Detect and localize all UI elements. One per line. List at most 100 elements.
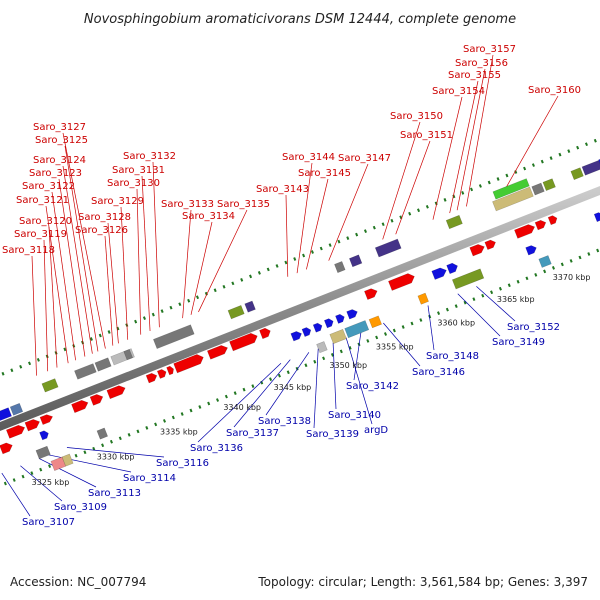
bottom-gene-label: Saro_3146 [412,367,465,378]
top-scale-dot [434,201,438,206]
top-scale-dot [19,364,23,369]
bottom-scale-dot [560,262,564,267]
top-scale-dot [213,288,217,293]
gene-box [316,341,328,354]
top-scale-dot [134,319,138,324]
leader-line [383,322,421,367]
gene-arrow [514,224,536,239]
gene-box [123,348,133,361]
scale-label: 3340 kbp [223,403,261,412]
bottom-scale-dot [410,321,414,326]
bottom-gene-label: Saro_3148 [426,351,479,362]
gene-box [542,178,556,192]
bottom-scale-dot [472,297,476,302]
gene-arrow [166,365,174,376]
bottom-scale-dot [3,481,7,486]
bottom-gene-label: Saro_3142 [346,381,399,392]
bottom-scale-dot [260,380,264,385]
bottom-scale-dot [118,436,122,441]
bottom-scale-dot [304,363,308,368]
bottom-scale-dot [48,464,52,468]
gene-features [0,152,600,471]
bottom-scale-dot [313,359,317,364]
top-gene-label: Saro_3135 [217,199,270,210]
top-scale-dot [204,291,208,296]
bottom-scale-dot [189,408,193,413]
top-gene-label: Saro_3118 [2,245,55,256]
top-scale-dot [523,166,527,171]
top-gene-label: Saro_3151 [400,130,453,141]
gene-box [227,305,245,320]
bottom-gene-label: Saro_3114 [123,473,176,484]
bottom-scale-dot [269,377,273,382]
leader-line [31,255,37,376]
leader-line [64,145,99,352]
bottom-gene-label: Saro_3136 [190,443,243,454]
bottom-scale-dot [12,478,16,482]
leader-line [197,363,282,443]
bottom-scale-dot [277,373,281,378]
top-scale-dot [284,260,288,265]
top-gene-label: Saro_3129 [91,196,144,207]
gene-box [349,254,363,268]
bottom-gene-label: Saro_3139 [306,429,359,440]
top-scale-dot [470,187,474,192]
gene-box [570,167,584,181]
gene-arrow [364,288,378,300]
top-scale-dot [293,257,297,261]
bottom-scale-dot [127,432,131,437]
top-gene-label: Saro_3121 [16,195,69,206]
gene-box [334,261,346,274]
bottom-scale-dot [162,419,167,423]
leader-line [120,206,129,340]
scale-label: 3345 kbp [274,383,312,392]
gene-box [329,328,347,345]
bottom-scale-dot [207,401,211,406]
top-scale-dot [310,250,314,254]
leader-line [58,178,86,357]
gene-arrow [484,239,496,251]
scale-label: 3330 kbp [97,453,135,462]
leader-line [332,342,337,410]
bottom-scale-dot [543,269,547,274]
leader-line [265,352,310,416]
gene-arrow [301,327,312,337]
gene-box [368,315,382,329]
gene-box [41,378,59,393]
gene-box [374,238,402,258]
bottom-scale-dot [154,422,158,427]
top-scale-dot [346,236,350,240]
top-scale-dot [514,170,518,174]
scale-label: 3370 kbp [553,273,591,282]
scale-label: 3350 kbp [329,361,367,370]
top-scale-dot [28,361,32,366]
bottom-gene-label: Saro_3140 [328,410,381,421]
bottom-scale-dot [286,370,290,375]
bottom-scale-dot [83,450,87,455]
leader-line [182,209,192,319]
gene-arrow [39,414,53,426]
top-scale-dot [275,264,279,268]
top-scale-dot [496,177,500,181]
top-scale-dot [487,180,491,185]
gene-box [35,445,51,460]
leader-line [1,472,31,517]
top-gene-label: Saro_3134 [182,211,235,222]
bottom-scale-dot [454,304,458,308]
bottom-scale-dot [490,290,494,295]
genome-backbone [0,185,600,432]
top-gene-label: Saro_3123 [29,168,82,179]
leader-line [345,337,373,425]
top-scale-dot [372,225,376,230]
top-scale-dot [151,312,155,317]
top-gene-label: Saro_3125 [35,135,88,146]
topology-text: Topology: circular; Length: 3,561,584 bp… [257,575,588,589]
gene-arrow [5,424,26,439]
bottom-scale-dot [224,394,228,399]
bottom-scale-dot [109,439,113,444]
top-scale-dot [363,229,367,234]
bottom-gene-label: Saro_3149 [492,337,545,348]
gene-box [61,453,74,467]
leader-line [62,165,93,354]
top-gene-label: Saro_3126 [75,225,128,236]
